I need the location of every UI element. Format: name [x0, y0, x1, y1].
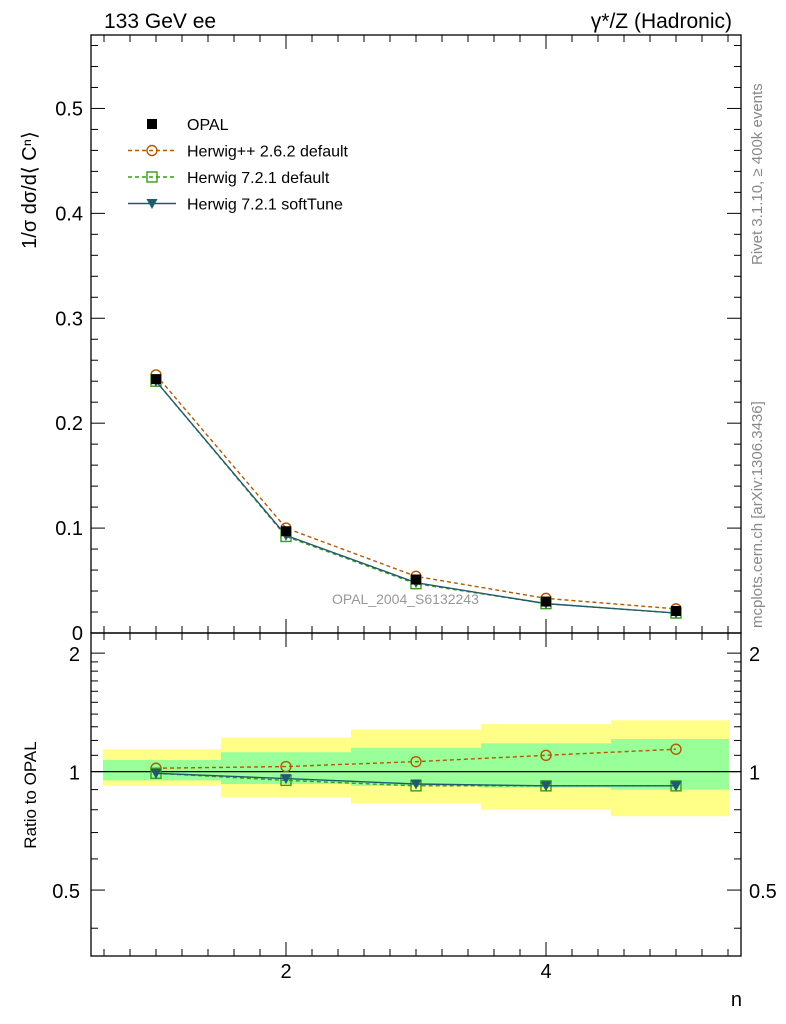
ratio-series-point-2	[540, 781, 552, 792]
x-tick-label: 4	[540, 961, 551, 983]
ratio-y-tick-label: 1	[69, 763, 80, 785]
main-y-tick-label: 0	[72, 623, 83, 645]
ratio-series-point-2	[280, 774, 292, 785]
ratio-series-point-0	[540, 749, 552, 762]
ratio-y-tick-label-right: 0.5	[749, 881, 777, 903]
series-point-0	[671, 605, 681, 616]
series-point-0	[541, 596, 551, 607]
ratio-panel: 0.5 0.5 1 1 2 2 2 4 Ratio to OPAL n	[21, 632, 777, 1011]
ratio-series-point-2	[670, 781, 682, 792]
legend-label: Herwig 7.2.1 default	[187, 170, 330, 187]
mcplots-label: mcplots.cern.ch [arXiv:1306.3436]	[749, 401, 766, 628]
legend-marker	[146, 171, 158, 183]
legend-label: OPAL	[187, 117, 229, 134]
legend-marker	[147, 119, 157, 129]
ratio-series-line-0	[155, 748, 677, 769]
ratio-y-tick-label: 0.5	[52, 881, 80, 903]
series-point-0	[151, 374, 161, 385]
ratio-y-tick-label: 2	[69, 644, 80, 666]
header-left: 133 GeV ee	[104, 10, 216, 33]
ratio-y-tick-label-right: 1	[749, 763, 760, 785]
ratio-series-point-2	[410, 779, 422, 790]
ratio-series-point-0	[410, 755, 422, 768]
x-axis-label: n	[731, 989, 742, 1011]
main-y-tick-label: 0.3	[55, 308, 83, 330]
legend-label: Herwig++ 2.6.2 default	[187, 144, 349, 161]
main-y-axis-label: 1/σ dσ/d⟨ Cⁿ⟩	[19, 131, 41, 249]
rivet-label: Rivet 3.1.10, ≥ 400k events	[749, 83, 766, 265]
ratio-y-tick-label-right: 2	[749, 644, 760, 666]
legend-marker	[146, 144, 158, 157]
ratio-series-point-0	[280, 760, 292, 773]
series-point-0	[411, 574, 421, 585]
watermark: OPAL_2004_S6132243	[332, 591, 479, 607]
x-tick-label: 2	[280, 961, 291, 983]
main-y-tick-label: 0.1	[55, 518, 83, 540]
header-right: γ*/Z (Hadronic)	[591, 10, 732, 33]
ratio-band-inner	[611, 739, 729, 790]
legend: OPAL Herwig++ 2.6.2 default Herwig 7.2.1 d…	[128, 117, 349, 214]
main-y-tick-label: 0.2	[55, 413, 83, 435]
main-panel: OPAL_2004_S6132243 0 0.1 0.2 0.3 0.4 0.5 1/σ …	[19, 34, 742, 645]
ratio-y-axis-label: Ratio to OPAL	[21, 741, 40, 848]
ratio-frame	[90, 632, 742, 957]
series-line-1	[155, 374, 677, 610]
ratio-band-inner	[103, 760, 221, 781]
main-y-tick-label: 0.5	[55, 98, 83, 120]
legend-marker	[146, 199, 158, 209]
series-point-0	[281, 526, 291, 537]
ratio-series-point-0	[670, 743, 682, 755]
main-y-tick-label: 0.4	[55, 203, 83, 225]
ratio-series-point-2	[150, 768, 162, 779]
legend-label: Herwig 7.2.1 softTune	[187, 197, 343, 214]
